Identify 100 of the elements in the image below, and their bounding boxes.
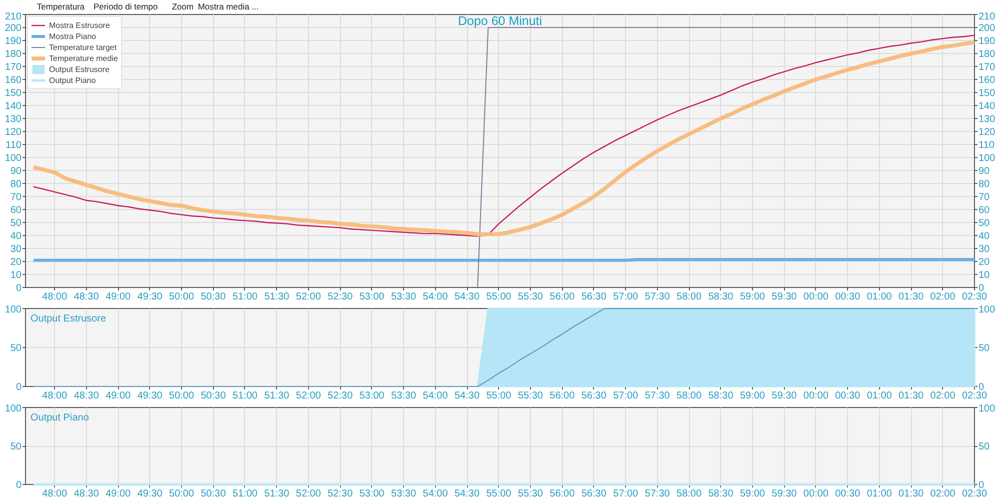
y2-tick-label: 50 [978, 218, 990, 229]
y2-tick-label: 90 [978, 166, 990, 177]
x-tick-label: 51:00 [232, 488, 258, 500]
x-tick-label: 55:30 [518, 292, 544, 302]
legend-label: Output Piano [49, 75, 96, 85]
x-tick-label: 01:00 [866, 390, 892, 402]
x-tick-label: 02:00 [930, 488, 956, 500]
y-tick-label: 30 [10, 244, 22, 255]
x-tick-label: 48:30 [74, 488, 100, 500]
x-tick-label: 49:30 [137, 292, 163, 302]
line-series [33, 308, 975, 387]
x-tick-label: 00:30 [835, 488, 861, 500]
x-tick-label: 52:30 [328, 292, 354, 302]
y-tick-label: 10 [10, 270, 22, 281]
y-tick-label: 40 [10, 231, 22, 242]
x-tick-label: 01:30 [898, 390, 924, 402]
y-tick-label: 0 [16, 480, 22, 491]
x-tick-label: 51:30 [264, 390, 290, 402]
x-tick-label: 50:30 [200, 390, 226, 402]
y2-tick-label: 170 [978, 62, 996, 73]
y-tick-label: 50 [10, 218, 22, 229]
y-tick-label: 130 [4, 114, 22, 125]
y-tick-label: 100 [4, 153, 22, 164]
x-tick-label: 59:30 [772, 292, 798, 302]
x-tick-label: 52:30 [328, 390, 354, 402]
y2-tick-label: 100 [978, 404, 996, 414]
y2-tick-label: 130 [978, 114, 996, 125]
x-tick-label: 48:00 [42, 390, 68, 402]
y2-tick-label: 100 [978, 304, 996, 316]
x-tick-label: 00:00 [803, 292, 829, 302]
y2-tick-label: 180 [978, 49, 996, 60]
y2-tick-label: 140 [978, 101, 996, 112]
y-tick-label: 80 [10, 179, 22, 190]
x-tick-label: 57:30 [644, 292, 670, 302]
x-tick-label: 57:30 [644, 390, 670, 402]
x-tick-label: 57:00 [613, 292, 639, 302]
x-tick-label: 58:30 [708, 390, 734, 402]
x-tick-label: 52:00 [296, 292, 322, 302]
x-tick-label: 50:00 [169, 488, 195, 500]
y-tick-label: 120 [4, 127, 22, 138]
x-tick-label: 00:00 [803, 488, 829, 500]
x-tick-label: 49:30 [137, 390, 163, 402]
x-tick-label: 54:30 [454, 488, 480, 500]
x-tick-label: 48:30 [74, 292, 100, 302]
y-tick-label: 190 [4, 36, 22, 47]
y-tick-label: 70 [10, 192, 22, 203]
y-tick-label: 180 [4, 49, 22, 60]
x-tick-label: 50:30 [200, 488, 226, 500]
y2-tick-label: 50 [978, 442, 990, 452]
text: Output Estrusore [30, 314, 107, 324]
text: Mostra media ... [198, 2, 259, 12]
y2-tick-label: 60 [978, 205, 990, 216]
x-tick-label: 56:30 [581, 292, 607, 302]
x-tick-label: 55:00 [486, 292, 512, 302]
y-tick-label: 170 [4, 62, 22, 73]
x-tick-label: 51:00 [232, 292, 258, 302]
x-tick-label: 48:00 [42, 292, 68, 302]
x-tick-label: 48:00 [42, 488, 68, 500]
x-tick-label: 51:00 [232, 390, 258, 402]
x-tick-label: 02:00 [930, 292, 956, 302]
x-tick-label: 49:00 [106, 292, 132, 302]
legend-label: Temperature target [49, 42, 117, 52]
y2-tick-label: 80 [978, 179, 990, 190]
y-tick-label: 140 [4, 101, 22, 112]
x-tick-label: 57:30 [644, 488, 670, 500]
x-tick-label: 48:30 [74, 390, 100, 402]
y-tick-label: 0 [16, 382, 22, 393]
y-tick-label: 20 [10, 257, 22, 268]
y2-tick-label: 0 [978, 480, 984, 491]
y2-tick-label: 100 [978, 153, 996, 164]
x-tick-label: 58:30 [708, 292, 734, 302]
x-tick-label: 55:30 [518, 488, 544, 500]
legend-label: Temperature medie [49, 53, 118, 63]
x-tick-label: 49:00 [106, 488, 132, 500]
x-tick-label: 59:00 [740, 390, 766, 402]
x-tick-label: 53:00 [359, 488, 385, 500]
y2-tick-label: 10 [978, 270, 990, 281]
y2-tick-label: 30 [978, 244, 990, 255]
text: Temperatura [36, 2, 85, 12]
y2-tick-label: 40 [978, 231, 990, 242]
x-tick-label: 02:30 [962, 292, 988, 302]
x-tick-label: 49:30 [137, 488, 163, 500]
y2-tick-label: 160 [978, 75, 996, 86]
x-tick-label: 59:30 [772, 488, 798, 500]
y-tick-label: 60 [10, 205, 22, 216]
x-tick-label: 55:00 [486, 390, 512, 402]
x-tick-label: 59:30 [772, 390, 798, 402]
x-tick-label: 57:00 [613, 488, 639, 500]
x-tick-label: 02:30 [962, 488, 988, 500]
y2-tick-label: 20 [978, 257, 990, 268]
y-tick-label: 210 [4, 12, 22, 22]
x-tick-label: 00:00 [803, 390, 829, 402]
x-tick-label: 01:30 [898, 292, 924, 302]
x-tick-label: 54:30 [454, 390, 480, 402]
y-tick-label: 200 [4, 23, 22, 34]
x-tick-label: 02:00 [930, 390, 956, 402]
x-tick-label: 58:00 [676, 488, 702, 500]
x-tick-label: 52:00 [296, 488, 322, 500]
x-tick-label: 01:00 [866, 292, 892, 302]
y2-tick-label: 0 [978, 283, 984, 294]
